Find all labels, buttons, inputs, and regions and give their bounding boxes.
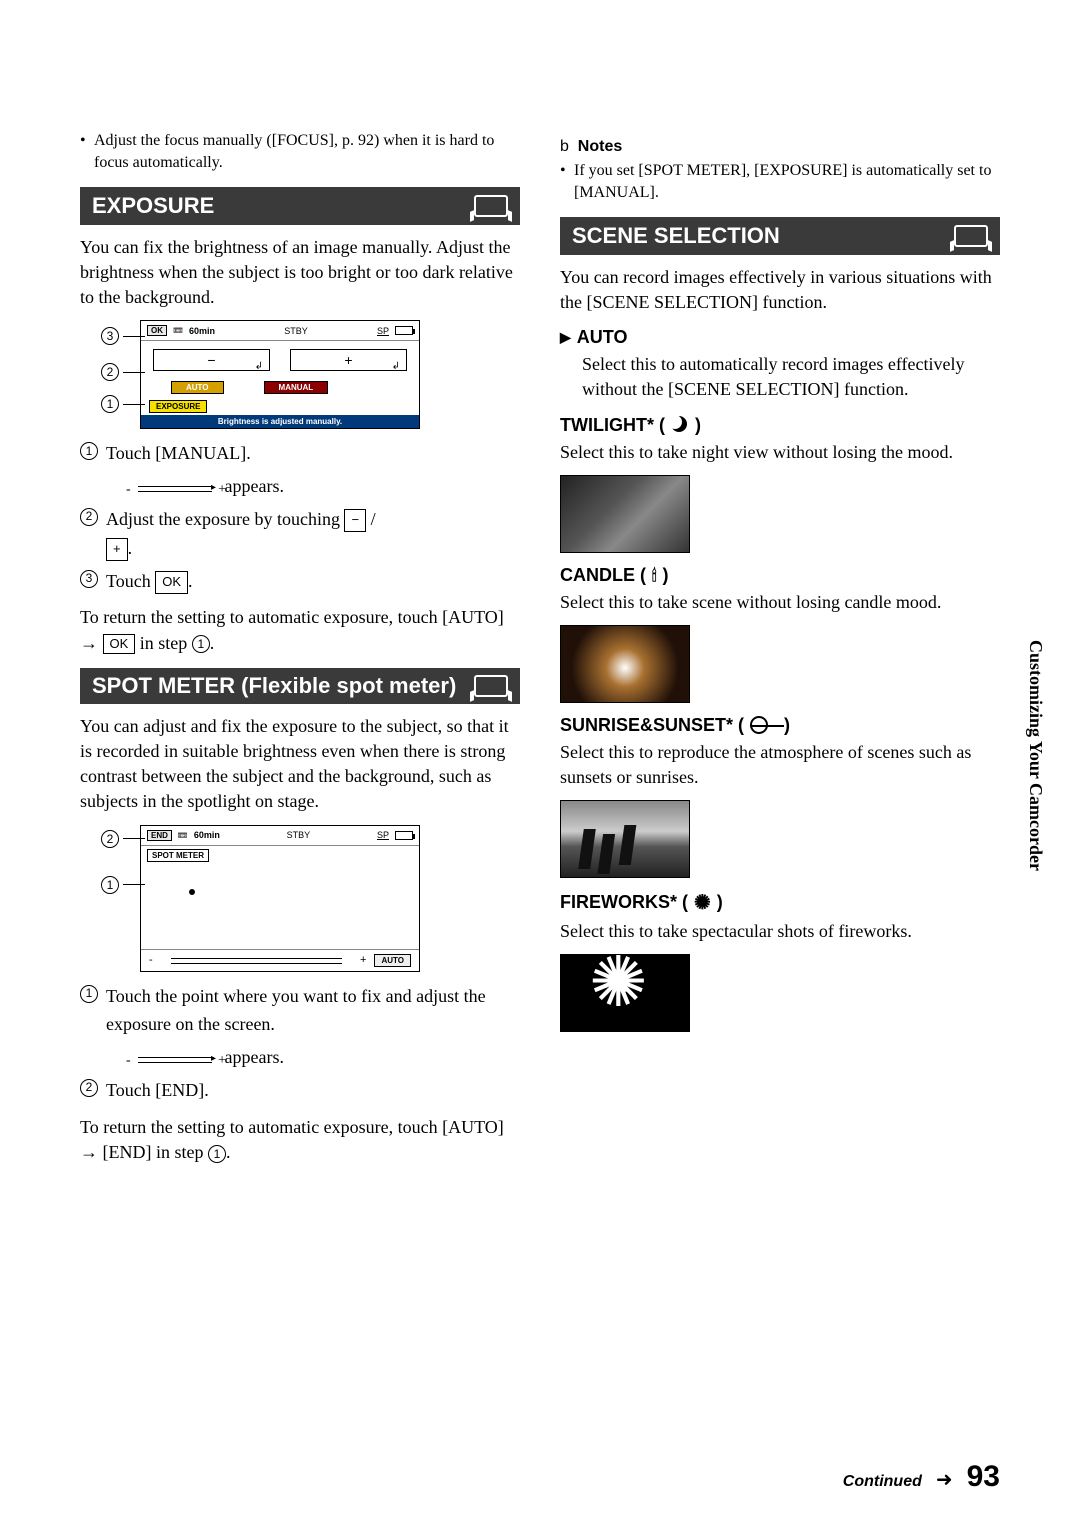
exposure-return: To return the setting to automatic expos… bbox=[80, 605, 520, 655]
twilight-body: Select this to take night view without l… bbox=[560, 440, 1000, 465]
twilight-image bbox=[560, 475, 690, 553]
arrow-icon: ➜ bbox=[936, 1467, 953, 1492]
spotmeter-diagram: 2 1 END 📼 60min STBY SP SPOT METER - + A… bbox=[140, 825, 420, 972]
screen-icon bbox=[474, 675, 508, 697]
minus-btn: −↲ bbox=[153, 349, 270, 371]
spotmeter-return: To return the setting to automatic expos… bbox=[80, 1115, 520, 1165]
end-button-diagram: END bbox=[147, 830, 172, 841]
twilight-subhead: TWILIGHT* ( ) bbox=[560, 415, 1000, 436]
plus-inline: + bbox=[106, 538, 128, 561]
scene-heading-text: SCENE SELECTION bbox=[572, 223, 780, 249]
spotmeter-heading: SPOT METER (Flexible spot meter) bbox=[80, 668, 520, 704]
exposure-step-1b: -+▸ appears. bbox=[80, 472, 520, 501]
ok-inline-2: OK bbox=[103, 634, 136, 654]
exposure-heading-text: EXPOSURE bbox=[92, 193, 214, 219]
fireworks-image bbox=[560, 954, 690, 1032]
auto-pill: AUTO bbox=[374, 954, 411, 967]
exposure-diagram: 3 2 1 OK 📼 60min STBY SP −↲ +↲ AUTO MANU… bbox=[140, 320, 420, 429]
exposure-step-1: 1Touch [MANUAL]. bbox=[80, 439, 520, 468]
fireworks-subhead: FIREWORKS* ( ) bbox=[560, 890, 1000, 915]
manual-mode-btn: MANUAL bbox=[264, 381, 329, 394]
spotmeter-label: SPOT METER bbox=[147, 849, 209, 862]
exposure-heading: EXPOSURE bbox=[80, 187, 520, 225]
screen-icon bbox=[954, 225, 988, 247]
side-tab: Customizing Your Camcorder bbox=[1025, 640, 1046, 871]
candle-icon bbox=[652, 565, 657, 586]
page-number: 93 bbox=[967, 1460, 1000, 1494]
diag-sp: SP bbox=[377, 326, 389, 336]
sunrise-body: Select this to reproduce the atmosphere … bbox=[560, 740, 1000, 790]
screen-icon bbox=[474, 195, 508, 217]
moon-icon bbox=[671, 416, 689, 434]
notes-heading: b Notes bbox=[560, 138, 1000, 156]
candle-image bbox=[560, 625, 690, 703]
ok-inline: OK bbox=[155, 571, 188, 594]
sunrise-subhead: SUNRISE&SUNSET* ( ) bbox=[560, 715, 1000, 736]
scene-body: You can record images effectively in var… bbox=[560, 265, 1000, 315]
candle-body: Select this to take scene without losing… bbox=[560, 590, 1000, 615]
auto-mode-btn: AUTO bbox=[171, 381, 224, 394]
slider-icon: -+▸ bbox=[130, 482, 220, 494]
spotmeter-note: If you set [SPOT METER], [EXPOSURE] is a… bbox=[560, 160, 1000, 205]
fireworks-icon bbox=[694, 890, 711, 915]
diag-time: 60min bbox=[189, 326, 215, 336]
right-column: b Notes If you set [SPOT METER], [EXPOSU… bbox=[560, 130, 1000, 1175]
battery-icon bbox=[395, 326, 413, 335]
sunrise-image bbox=[560, 800, 690, 878]
spotmeter-step-2: 2Touch [END]. bbox=[80, 1076, 520, 1105]
focus-note: Adjust the focus manually ([FOCUS], p. 9… bbox=[80, 130, 520, 175]
triangle-icon: ▶ bbox=[560, 329, 571, 346]
exposure-body: You can fix the brightness of an image m… bbox=[80, 235, 520, 311]
auto-subhead: ▶ AUTO bbox=[560, 327, 1000, 348]
ok-button-diagram: OK bbox=[147, 325, 167, 336]
diag-stby: STBY bbox=[284, 326, 308, 336]
sunrise-icon bbox=[750, 718, 778, 732]
battery-icon bbox=[395, 831, 413, 840]
page-footer: Continued ➜ 93 bbox=[843, 1460, 1000, 1494]
slider-icon: -+▸ bbox=[130, 1053, 220, 1065]
diag2-sp: SP bbox=[377, 830, 389, 840]
spotmeter-step-1: 1Touch the point where you want to fix a… bbox=[80, 982, 520, 1040]
scene-heading: SCENE SELECTION bbox=[560, 217, 1000, 255]
exposure-diag-note: Brightness is adjusted manually. bbox=[141, 415, 419, 428]
candle-subhead: CANDLE ( ) bbox=[560, 565, 1000, 586]
continued-label: Continued bbox=[843, 1473, 922, 1491]
diag2-stby: STBY bbox=[287, 830, 311, 840]
spotmeter-body: You can adjust and fix the exposure to t… bbox=[80, 714, 520, 815]
left-column: Adjust the focus manually ([FOCUS], p. 9… bbox=[80, 130, 520, 1175]
exposure-step-2: 2Adjust the exposure by touching − / +. bbox=[80, 505, 520, 563]
diag2-time: 60min bbox=[194, 830, 220, 840]
spotmeter-heading-text: SPOT METER (Flexible spot meter) bbox=[92, 674, 456, 698]
exposure-label: EXPOSURE bbox=[149, 400, 207, 413]
auto-body: Select this to automatically record imag… bbox=[560, 352, 1000, 402]
plus-btn: +↲ bbox=[290, 349, 407, 371]
spotmeter-step-1b: -+▸ appears. bbox=[80, 1043, 520, 1072]
minus-inline: − bbox=[344, 509, 366, 532]
exposure-step-3: 3Touch OK. bbox=[80, 567, 520, 596]
